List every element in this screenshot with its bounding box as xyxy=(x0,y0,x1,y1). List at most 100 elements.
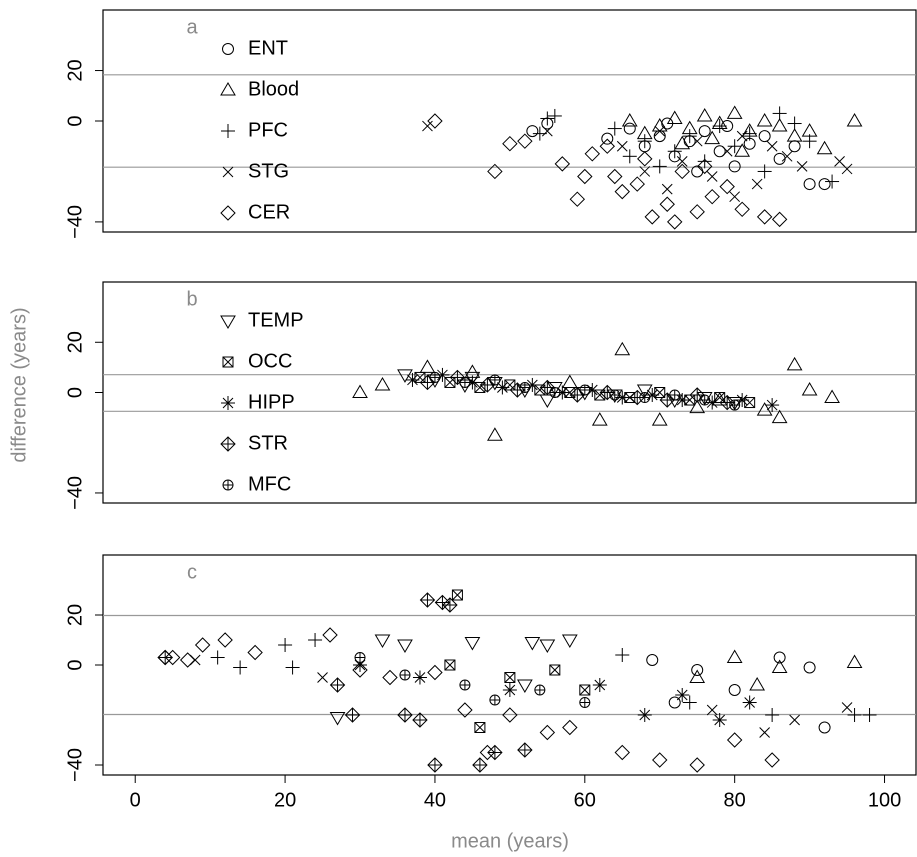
point xyxy=(759,727,770,738)
point xyxy=(654,125,666,137)
marker-part xyxy=(614,341,631,356)
marker-part xyxy=(689,669,706,683)
marker-part xyxy=(696,158,713,175)
marker-part xyxy=(479,744,496,761)
point xyxy=(444,659,456,671)
point xyxy=(504,672,516,683)
point xyxy=(818,178,831,191)
marker-part xyxy=(179,652,196,668)
point xyxy=(825,174,840,189)
point xyxy=(459,376,471,388)
point xyxy=(818,721,831,734)
point xyxy=(614,183,630,200)
legend-label: HIPP xyxy=(248,391,295,413)
marker-part xyxy=(217,632,233,648)
marker-part xyxy=(452,589,463,601)
point xyxy=(329,677,346,693)
point xyxy=(517,133,533,149)
point xyxy=(674,163,690,180)
point xyxy=(487,744,503,761)
marker-part xyxy=(329,712,346,726)
marker-part xyxy=(646,654,659,666)
marker-part xyxy=(474,382,486,393)
legend-marker xyxy=(222,356,234,368)
point xyxy=(766,140,778,152)
marker-part xyxy=(786,128,803,142)
marker-part xyxy=(352,662,368,678)
marker-part xyxy=(517,133,533,149)
point xyxy=(726,649,743,663)
point xyxy=(637,134,652,149)
marker-part xyxy=(549,664,561,676)
point xyxy=(607,168,623,185)
marker-part xyxy=(651,412,668,426)
marker-part xyxy=(689,204,705,220)
point xyxy=(652,752,668,768)
point xyxy=(502,135,518,152)
marker-part xyxy=(457,702,473,718)
point xyxy=(399,669,411,681)
marker-part xyxy=(437,369,448,381)
point xyxy=(846,654,863,668)
point xyxy=(549,387,561,398)
point xyxy=(697,154,712,169)
marker-part xyxy=(562,719,578,736)
marker-part xyxy=(696,107,713,122)
legend-marker xyxy=(222,43,234,55)
marker-part xyxy=(726,105,743,119)
marker-part xyxy=(577,168,593,185)
point xyxy=(645,388,660,403)
point xyxy=(278,638,293,652)
marker-part xyxy=(766,399,778,411)
point xyxy=(435,367,450,382)
y-tick-label: −40 xyxy=(64,476,86,510)
point xyxy=(726,105,743,119)
marker-part xyxy=(734,201,750,218)
marker-part xyxy=(846,654,863,668)
marker-part xyxy=(816,140,833,155)
point xyxy=(801,381,818,396)
panel-label: a xyxy=(186,16,198,38)
point xyxy=(721,145,733,157)
marker-part xyxy=(504,684,516,696)
point xyxy=(691,664,704,676)
marker-part xyxy=(414,672,426,683)
point xyxy=(615,648,630,662)
point xyxy=(504,379,516,391)
point xyxy=(669,389,681,401)
point xyxy=(699,394,711,406)
point xyxy=(422,120,433,132)
marker-part xyxy=(676,156,688,167)
point xyxy=(489,694,501,706)
legend-marker xyxy=(220,82,236,96)
marker-part xyxy=(599,138,615,154)
point xyxy=(667,214,683,230)
point xyxy=(457,702,473,718)
marker-part xyxy=(616,140,628,152)
point xyxy=(764,752,780,768)
point xyxy=(487,163,503,180)
point xyxy=(803,178,816,191)
legend-marker xyxy=(221,124,235,138)
point xyxy=(765,398,780,413)
point xyxy=(539,724,556,741)
point xyxy=(773,651,786,664)
point xyxy=(561,634,578,648)
marker-part xyxy=(736,394,748,406)
marker-part xyxy=(773,651,786,664)
point xyxy=(599,138,615,154)
point xyxy=(534,684,546,696)
point xyxy=(561,374,578,388)
x-tick-label: 0 xyxy=(130,789,141,811)
marker-part xyxy=(704,130,721,145)
marker-part xyxy=(374,634,391,648)
point xyxy=(577,168,593,185)
marker-part xyxy=(676,394,688,406)
point xyxy=(464,364,481,378)
point xyxy=(352,384,368,398)
y-tick-label: 0 xyxy=(64,659,86,670)
point xyxy=(374,376,391,391)
point xyxy=(614,341,631,356)
marker-part xyxy=(639,166,651,177)
